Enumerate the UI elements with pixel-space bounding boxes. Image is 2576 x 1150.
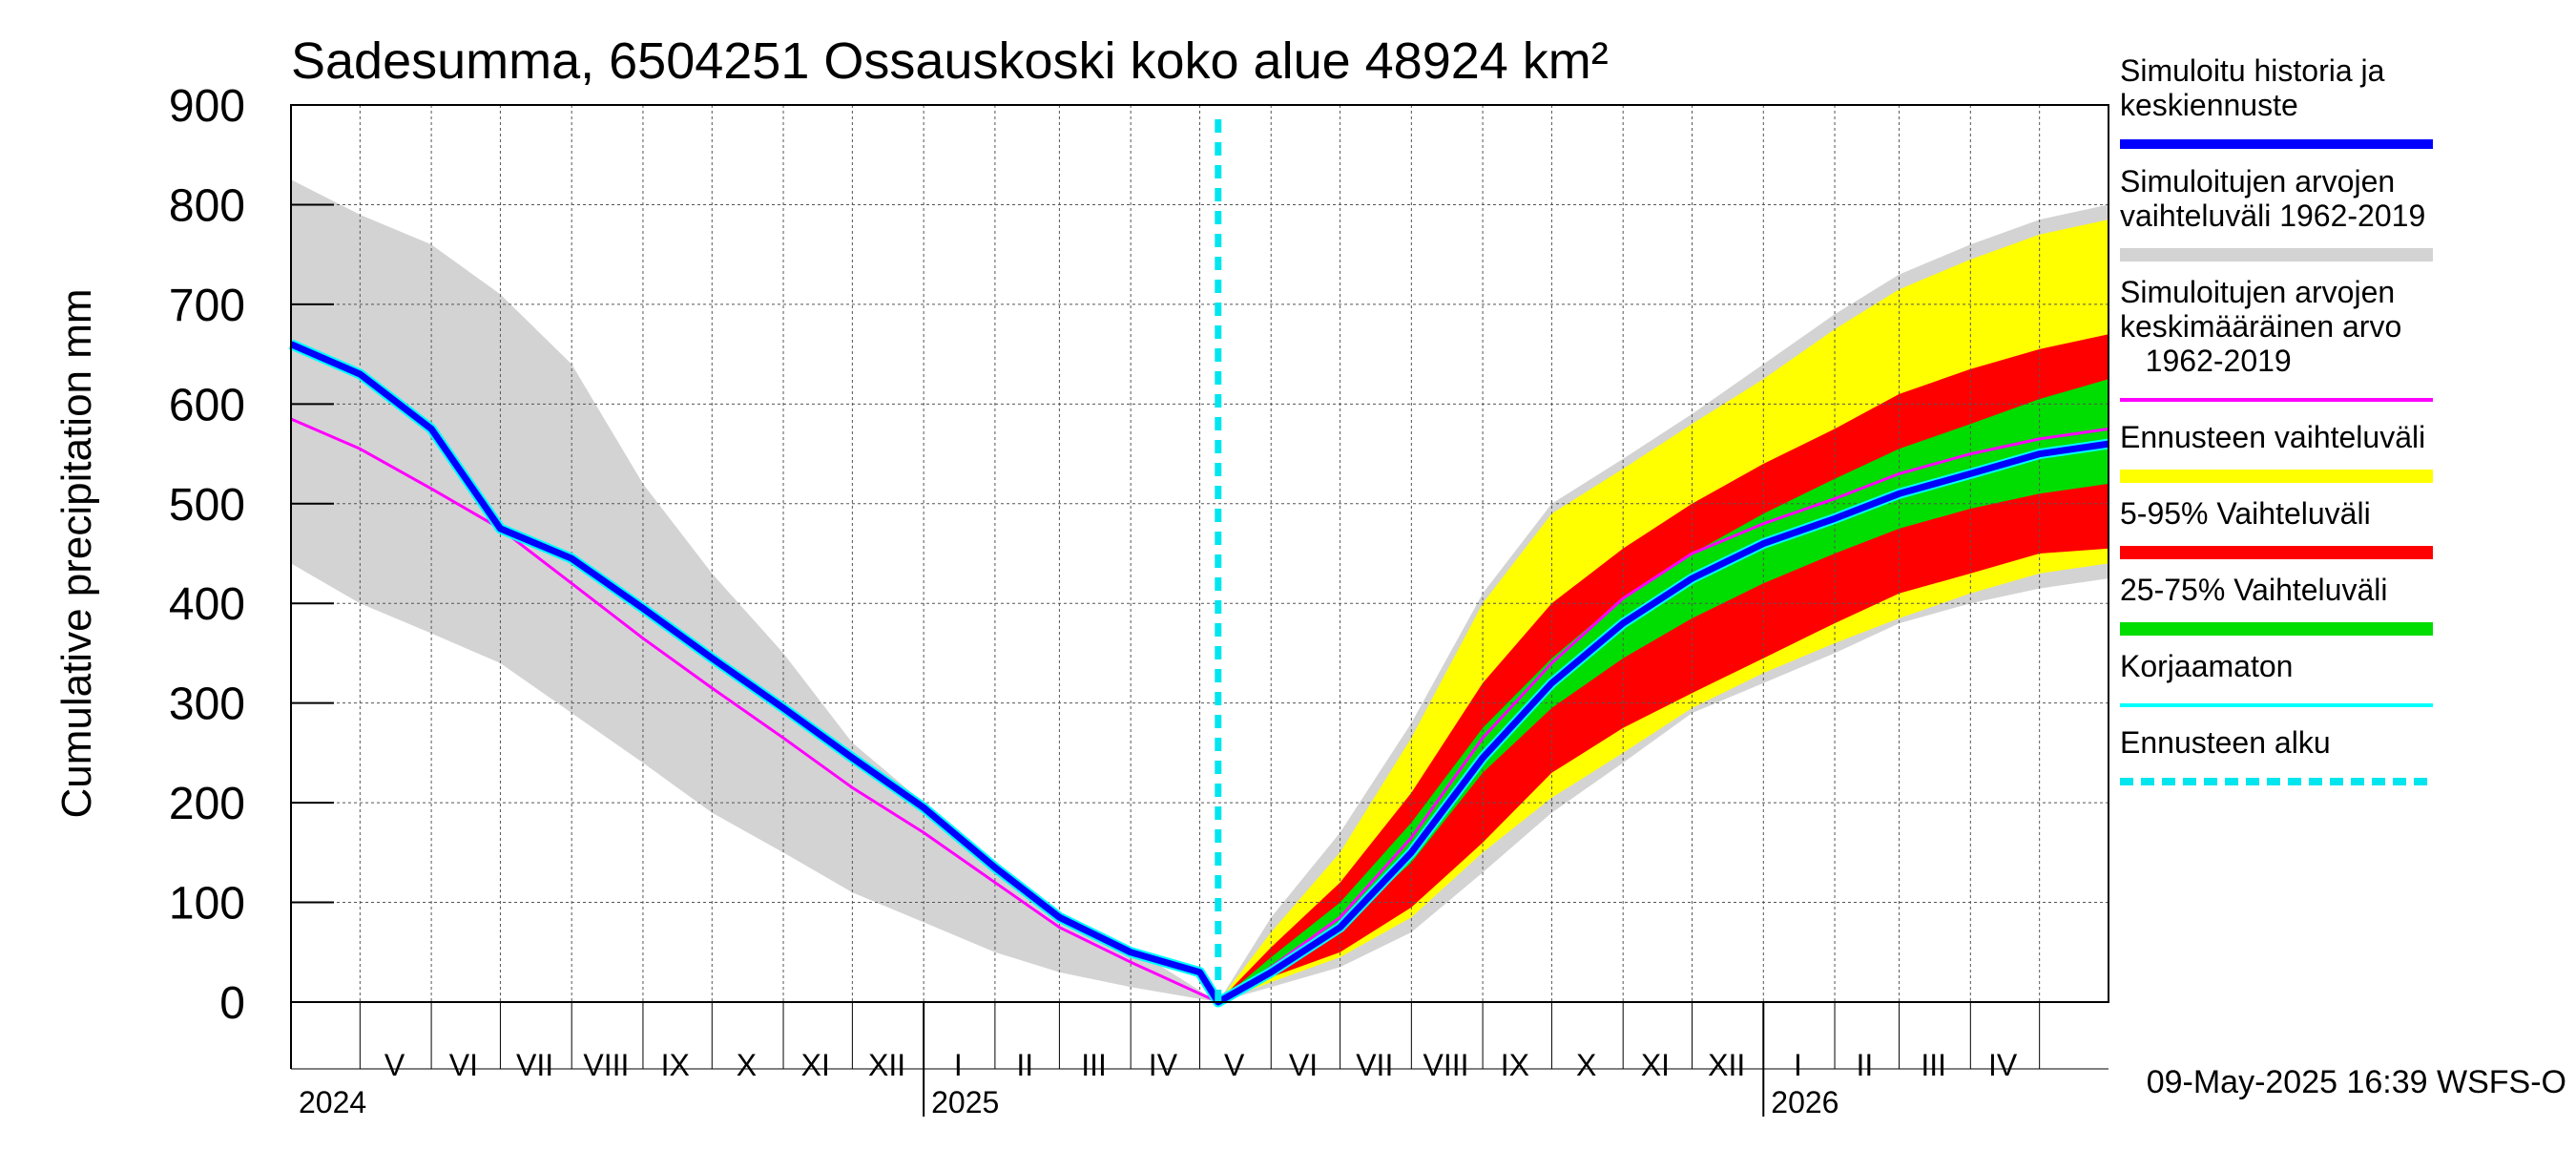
axes-layer <box>290 104 2109 1117</box>
legend-label: Simuloitujen arvojen <box>2120 164 2395 199</box>
legend-label: Ennusteen alku <box>2120 725 2331 760</box>
legend-label: Simuloitu historia ja <box>2120 53 2385 88</box>
legend-label: Simuloitujen arvojen <box>2120 275 2395 309</box>
month-label: XI <box>801 1048 830 1082</box>
legend-label: keskimääräinen arvo <box>2120 309 2401 344</box>
footer-timestamp: 09-May-2025 16:39 WSFS-O <box>2147 1064 2566 1100</box>
year-label: 2025 <box>931 1085 999 1119</box>
y-tick-label: 800 <box>169 180 245 231</box>
month-label: III <box>1921 1048 1946 1082</box>
month-label: I <box>954 1048 963 1082</box>
y-tick-label: 500 <box>169 480 245 531</box>
month-label: X <box>1576 1048 1596 1082</box>
year-label: 2024 <box>299 1085 366 1119</box>
month-label: VI <box>1289 1048 1318 1082</box>
month-label: VII <box>1356 1048 1393 1082</box>
legend-label: keskiennuste <box>2120 88 2298 122</box>
month-label: XI <box>1641 1048 1670 1082</box>
y-tick-label: 600 <box>169 380 245 430</box>
y-tick-label: 0 <box>219 978 245 1029</box>
legend-label: Korjaamaton <box>2120 649 2293 683</box>
legend-label: vaihteluväli 1962-2019 <box>2120 199 2425 233</box>
year-label: 2026 <box>1771 1085 1839 1119</box>
month-label: III <box>1081 1048 1107 1082</box>
month-label: IV <box>1988 1048 2018 1082</box>
y-tick-label: 900 <box>169 81 245 132</box>
legend-label: 25-75% Vaihteluväli <box>2120 573 2387 607</box>
y-tick-label: 100 <box>169 879 245 930</box>
month-label: VIII <box>583 1048 629 1082</box>
month-label: XII <box>1708 1048 1745 1082</box>
legend-label: Ennusteen vaihteluväli <box>2120 420 2425 454</box>
month-label: X <box>737 1048 757 1082</box>
month-label: II <box>1016 1048 1033 1082</box>
band-0 <box>291 179 2109 1003</box>
legend-label: 1962-2019 <box>2120 344 2292 378</box>
grid-layer <box>291 105 2109 1002</box>
chart-title: Sadesumma, 6504251 Ossauskoski koko alue… <box>291 32 1609 90</box>
month-label: XII <box>868 1048 905 1082</box>
month-label: V <box>1224 1048 1245 1082</box>
month-label: VIII <box>1423 1048 1469 1082</box>
month-label: IV <box>1149 1048 1178 1082</box>
month-label: II <box>1857 1048 1874 1082</box>
month-label: VII <box>516 1048 553 1082</box>
month-label: IX <box>1501 1048 1529 1082</box>
y-tick-label: 400 <box>169 579 245 630</box>
legend-label: 5-95% Vaihteluväli <box>2120 496 2371 531</box>
y-tick-label: 700 <box>169 281 245 331</box>
y-axis-label: Cumulative precipitation mm <box>53 288 100 818</box>
y-tick-label: 300 <box>169 680 245 730</box>
month-label: I <box>1794 1048 1802 1082</box>
series-line-2 <box>289 341 2109 1006</box>
y-tick-label: 200 <box>169 779 245 829</box>
month-label: VI <box>449 1048 478 1082</box>
month-label: IX <box>661 1048 690 1082</box>
month-label: V <box>384 1048 405 1082</box>
